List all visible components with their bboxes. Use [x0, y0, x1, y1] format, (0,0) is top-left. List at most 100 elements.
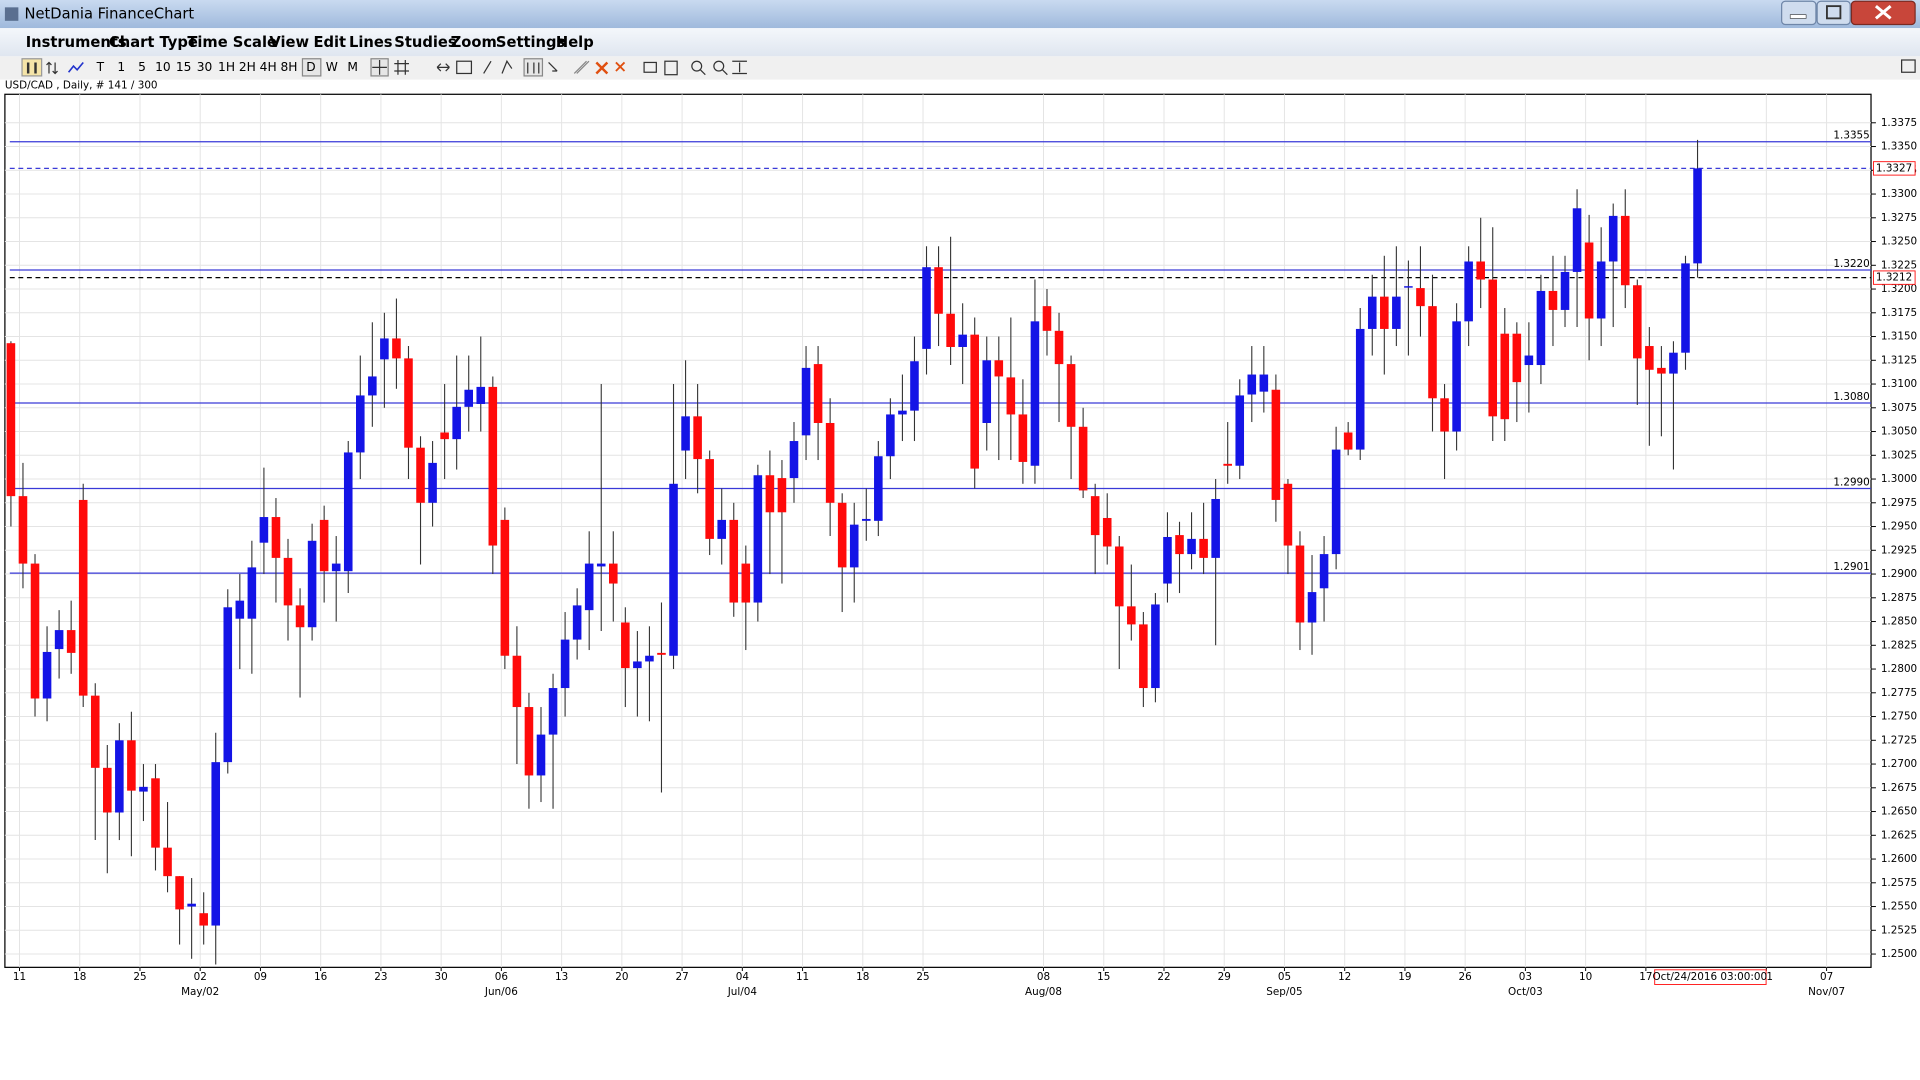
- candle-body: [175, 876, 184, 910]
- level-label: 1.3080: [1833, 391, 1869, 403]
- candle-body: [1030, 321, 1040, 466]
- toolbar-button[interactable]: [21, 58, 43, 77]
- menu-item[interactable]: Settings: [496, 34, 566, 51]
- x-tick-label: 26: [1459, 971, 1472, 983]
- toolbar-button[interactable]: 1H: [218, 60, 235, 74]
- candle-body: [247, 567, 257, 619]
- maximize-icon: [1826, 5, 1842, 20]
- toolbar-button[interactable]: 5: [138, 60, 146, 74]
- candle-body: [259, 517, 269, 543]
- title-bar: [0, 0, 1920, 29]
- menu-item[interactable]: Lines: [349, 34, 393, 51]
- y-tick-label: 1.2600: [1881, 853, 1917, 865]
- price-box-label: 1.3327: [1876, 162, 1912, 174]
- candle-body: [825, 422, 835, 503]
- cursor-box: [1654, 969, 1767, 985]
- x-month-label: Aug/08: [1025, 986, 1062, 998]
- menu-item[interactable]: Studies: [394, 34, 457, 51]
- candle-body: [1572, 208, 1582, 272]
- toolbar-button[interactable]: T: [96, 60, 105, 74]
- candle-body: [440, 432, 449, 440]
- candle-body: [669, 483, 678, 656]
- candle-body: [1380, 296, 1389, 329]
- toolbar-button[interactable]: 15: [176, 60, 192, 74]
- x-tick-label: 20: [615, 971, 628, 983]
- candle-body: [1488, 279, 1498, 417]
- menu-item[interactable]: Chart Type: [109, 34, 198, 51]
- candle-body: [994, 360, 1004, 377]
- candle-body: [1645, 346, 1654, 370]
- toolbar-icon: [46, 61, 58, 75]
- toolbar-button[interactable]: D: [306, 60, 315, 74]
- candle-body: [90, 695, 100, 768]
- candle-body: [657, 652, 666, 655]
- candle-body: [30, 563, 40, 699]
- x-tick-label: 13: [555, 971, 568, 983]
- y-tick-label: 1.3200: [1881, 283, 1917, 295]
- candle-body: [1669, 352, 1678, 374]
- level-label: 1.3355: [1833, 130, 1869, 142]
- y-tick-label: 1.3250: [1881, 236, 1917, 248]
- y-tick-label: 1.3075: [1881, 402, 1917, 414]
- toolbar-button-active[interactable]: [301, 58, 322, 77]
- candle-body: [1452, 321, 1461, 432]
- candle-body: [1247, 374, 1257, 395]
- maximize-button[interactable]: [1816, 0, 1851, 26]
- x-tick-label: 06: [495, 971, 508, 983]
- candle-body: [1464, 261, 1473, 322]
- toolbar-button[interactable]: 2H: [239, 60, 256, 74]
- candle-body: [584, 563, 594, 611]
- candle-body: [1211, 498, 1220, 558]
- menu-item[interactable]: Help: [556, 34, 594, 51]
- y-tick-label: 1.2850: [1881, 616, 1917, 628]
- candle-body: [1283, 483, 1293, 546]
- y-tick-label: 1.2625: [1881, 829, 1917, 841]
- toolbar-button[interactable]: 10: [155, 60, 171, 74]
- grid: [4, 94, 1872, 968]
- candle-body: [1223, 463, 1232, 466]
- candle-body: [801, 367, 811, 436]
- y-tick-label: 1.2725: [1881, 734, 1917, 746]
- x-tick-label: 16: [314, 971, 327, 983]
- toolbar-button[interactable]: M: [347, 60, 358, 74]
- x-month-label: Jul/04: [727, 986, 758, 998]
- candle-body: [548, 688, 558, 735]
- x-month-label: Oct/03: [1508, 986, 1543, 998]
- candle-body: [1127, 606, 1136, 625]
- y-tick-label: 1.3300: [1881, 188, 1917, 200]
- menu-item[interactable]: Instruments: [26, 34, 127, 51]
- candle-body: [645, 655, 654, 662]
- candle-body: [235, 600, 245, 619]
- menu-item[interactable]: Time Scale: [187, 34, 277, 51]
- toolbar-button[interactable]: W: [326, 60, 338, 74]
- x-tick-label: 05: [1278, 971, 1291, 983]
- status-area: [0, 1001, 1920, 1080]
- candle-body: [1259, 374, 1269, 392]
- minimize-button[interactable]: [1781, 0, 1817, 26]
- toolbar-button[interactable]: 4H: [260, 60, 277, 74]
- candle-body: [1114, 546, 1124, 607]
- window-title: NetDania FinanceChart: [24, 6, 194, 23]
- candle-body: [705, 459, 714, 539]
- price-box: [1872, 161, 1916, 176]
- candle-body: [1657, 367, 1666, 374]
- candle-body: [1476, 261, 1485, 280]
- candle-body: [813, 364, 823, 423]
- toolbar-button[interactable]: 8H: [280, 60, 297, 74]
- candle-body: [1271, 389, 1281, 500]
- toolbar-button[interactable]: 1: [117, 60, 125, 74]
- x-tick-label: 12: [1338, 971, 1351, 983]
- candle-body: [66, 630, 76, 653]
- menu-item[interactable]: Zoom: [451, 34, 497, 51]
- candle-body: [1536, 290, 1546, 366]
- y-tick-label: 1.3125: [1881, 354, 1917, 366]
- toolbar-button[interactable]: 30: [197, 60, 213, 74]
- price-box: [1872, 270, 1916, 285]
- x-tick-label: 18: [856, 971, 869, 983]
- menu-item[interactable]: View: [269, 34, 309, 51]
- candle-body: [536, 734, 546, 776]
- candle-body: [1018, 414, 1028, 462]
- candle-body: [1139, 624, 1148, 689]
- menu-item[interactable]: Edit: [313, 34, 346, 51]
